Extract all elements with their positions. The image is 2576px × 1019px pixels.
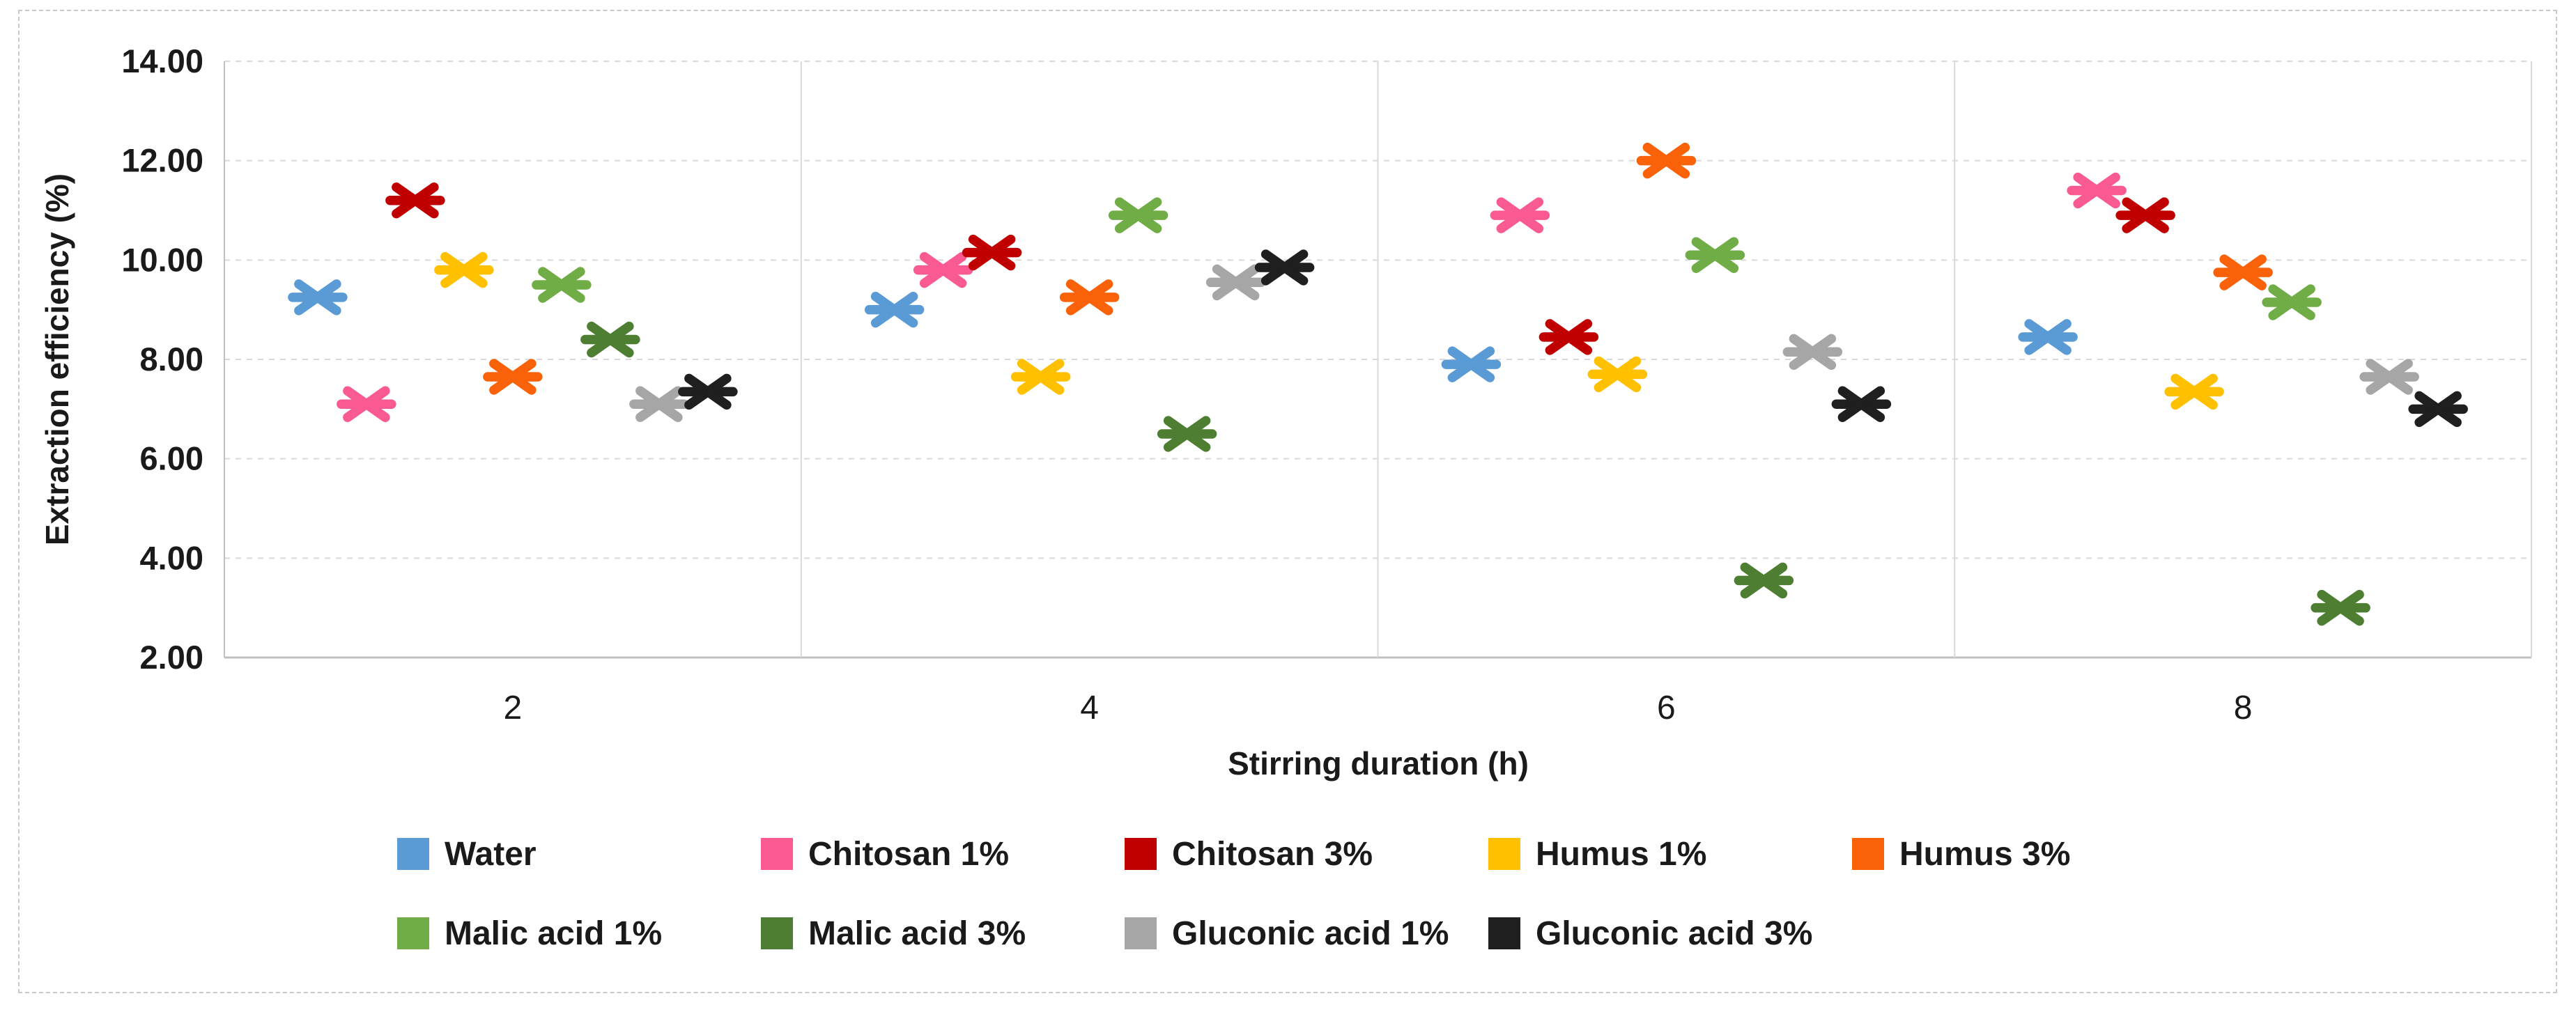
legend-item-water: Water xyxy=(397,834,537,873)
marker-chitosan-1-8h xyxy=(2067,172,2127,209)
marker-gluconic-acid-3-8h xyxy=(2408,391,2468,428)
marker-malic-acid-3-2h xyxy=(580,321,640,358)
series-malic-acid-3-markers xyxy=(580,321,2370,626)
y-tick-label: 2.00 xyxy=(140,639,203,676)
marker-malic-acid-1-4h xyxy=(1108,197,1169,233)
marker-humus-3-8h xyxy=(2213,254,2273,290)
marker-humus-3-2h xyxy=(483,359,543,395)
legend-item-gluconic-acid-3: Gluconic acid 3% xyxy=(1488,914,1812,953)
marker-gluconic-acid-3-2h xyxy=(678,373,738,410)
series-water-markers xyxy=(288,279,2078,382)
legend-item-malic-acid-1: Malic acid 1% xyxy=(397,914,662,953)
legend-item-gluconic-acid-1: Gluconic acid 1% xyxy=(1125,914,1449,953)
marker-chitosan-3-6h xyxy=(1538,319,1599,355)
marker-water-6h xyxy=(1441,346,1502,382)
y-tick-label: 4.00 xyxy=(140,539,203,576)
marker-malic-acid-3-8h xyxy=(2311,589,2370,626)
legend-label: Humus 3% xyxy=(1899,835,2071,873)
legend-item-malic-acid-3: Malic acid 3% xyxy=(761,914,1026,953)
marker-chitosan-1-2h xyxy=(337,386,396,422)
marker-chitosan-3-2h xyxy=(385,182,445,219)
legend-swatch-malic-acid-3 xyxy=(761,917,793,949)
marker-humus-1-4h xyxy=(1010,359,1071,395)
y-tick-label: 14.00 xyxy=(121,42,203,79)
series-chitosan-1-markers xyxy=(337,172,2127,422)
marker-malic-acid-1-2h xyxy=(532,267,592,303)
series-gluconic-acid-1-markers xyxy=(629,264,2419,422)
y-tick-label: 8.00 xyxy=(140,341,203,378)
series-humus-1-markers xyxy=(434,251,2224,410)
series-malic-acid-1-markers xyxy=(532,197,2322,320)
marker-malic-acid-1-6h xyxy=(1685,237,1745,273)
legend-swatch-gluconic-acid-3 xyxy=(1488,917,1520,949)
marker-malic-acid-1-8h xyxy=(2262,284,2322,320)
y-tick-label: 6.00 xyxy=(140,440,203,477)
legend-label: Gluconic acid 1% xyxy=(1172,915,1449,952)
legend-label: Malic acid 1% xyxy=(445,915,663,952)
legend-swatch-chitosan-3 xyxy=(1125,838,1157,870)
marker-malic-acid-3-4h xyxy=(1157,416,1217,452)
legend-label: Chitosan 1% xyxy=(808,835,1010,873)
gridline-layer xyxy=(224,61,2532,659)
legend-label: Chitosan 3% xyxy=(1172,835,1373,873)
marker-gluconic-acid-3-4h xyxy=(1254,249,1315,286)
marker-malic-acid-3-6h xyxy=(1734,562,1794,599)
legend-swatch-malic-acid-1 xyxy=(397,917,429,949)
marker-humus-1-8h xyxy=(2164,373,2224,410)
series-chitosan-3-markers xyxy=(385,182,2175,355)
marker-humus-3-6h xyxy=(1636,142,1697,179)
x-tick-label: 6 xyxy=(1657,690,1676,726)
marker-gluconic-acid-1-4h xyxy=(1205,264,1266,301)
marker-water-2h xyxy=(288,279,348,316)
legend-label: Water xyxy=(445,835,537,873)
marker-chitosan-1-4h xyxy=(913,251,973,288)
marker-gluconic-acid-1-8h xyxy=(2359,359,2419,395)
y-tick-label: 10.00 xyxy=(121,241,203,278)
legend-swatch-humus-3 xyxy=(1852,838,1884,870)
x-tick-label: 8 xyxy=(2234,690,2253,726)
marker-humus-3-4h xyxy=(1059,279,1120,316)
axis-tick-layer: 14.00 12.00 10.00 8.00 6.00 4.00 2.00 2 4 6 8 xyxy=(121,42,2252,726)
legend-item-chitosan-1: Chitosan 1% xyxy=(761,834,1009,873)
marker-chitosan-1-6h xyxy=(1490,197,1550,233)
marker-water-8h xyxy=(2018,319,2078,355)
series-humus-3-markers xyxy=(483,142,2273,395)
marker-water-4h xyxy=(864,291,925,328)
legend-label: Humus 1% xyxy=(1536,835,1707,873)
marker-humus-1-6h xyxy=(1587,356,1648,393)
legend-label: Gluconic acid 3% xyxy=(1536,915,1813,952)
x-tick-label: 2 xyxy=(504,690,523,726)
marker-chitosan-3-8h xyxy=(2115,197,2175,233)
marker-gluconic-acid-1-6h xyxy=(1782,334,1843,371)
legend-item-humus-1: Humus 1% xyxy=(1488,834,1706,873)
marker-chitosan-3-4h xyxy=(962,234,1022,271)
y-axis-title: Extraction efficiency (%) xyxy=(39,173,75,545)
legend-swatch-water xyxy=(397,838,429,870)
legend-item-chitosan-3: Chitosan 3% xyxy=(1125,834,1373,873)
legend-item-humus-3: Humus 3% xyxy=(1852,834,2070,873)
legend-swatch-chitosan-1 xyxy=(761,838,793,870)
y-tick-label: 12.00 xyxy=(121,142,203,179)
legend-swatch-gluconic-acid-1 xyxy=(1125,917,1157,949)
marker-gluconic-acid-1-2h xyxy=(629,386,689,422)
marker-gluconic-acid-3-6h xyxy=(1831,386,1892,422)
series-gluconic-acid-3-markers xyxy=(678,249,2468,428)
legend-swatch-humus-1 xyxy=(1488,838,1520,870)
marker-humus-1-2h xyxy=(434,251,494,288)
marker-layer xyxy=(288,142,2468,626)
legend-label: Malic acid 3% xyxy=(808,915,1026,952)
x-tick-label: 4 xyxy=(1080,690,1099,726)
x-axis-title: Stirring duration (h) xyxy=(1228,745,1529,781)
